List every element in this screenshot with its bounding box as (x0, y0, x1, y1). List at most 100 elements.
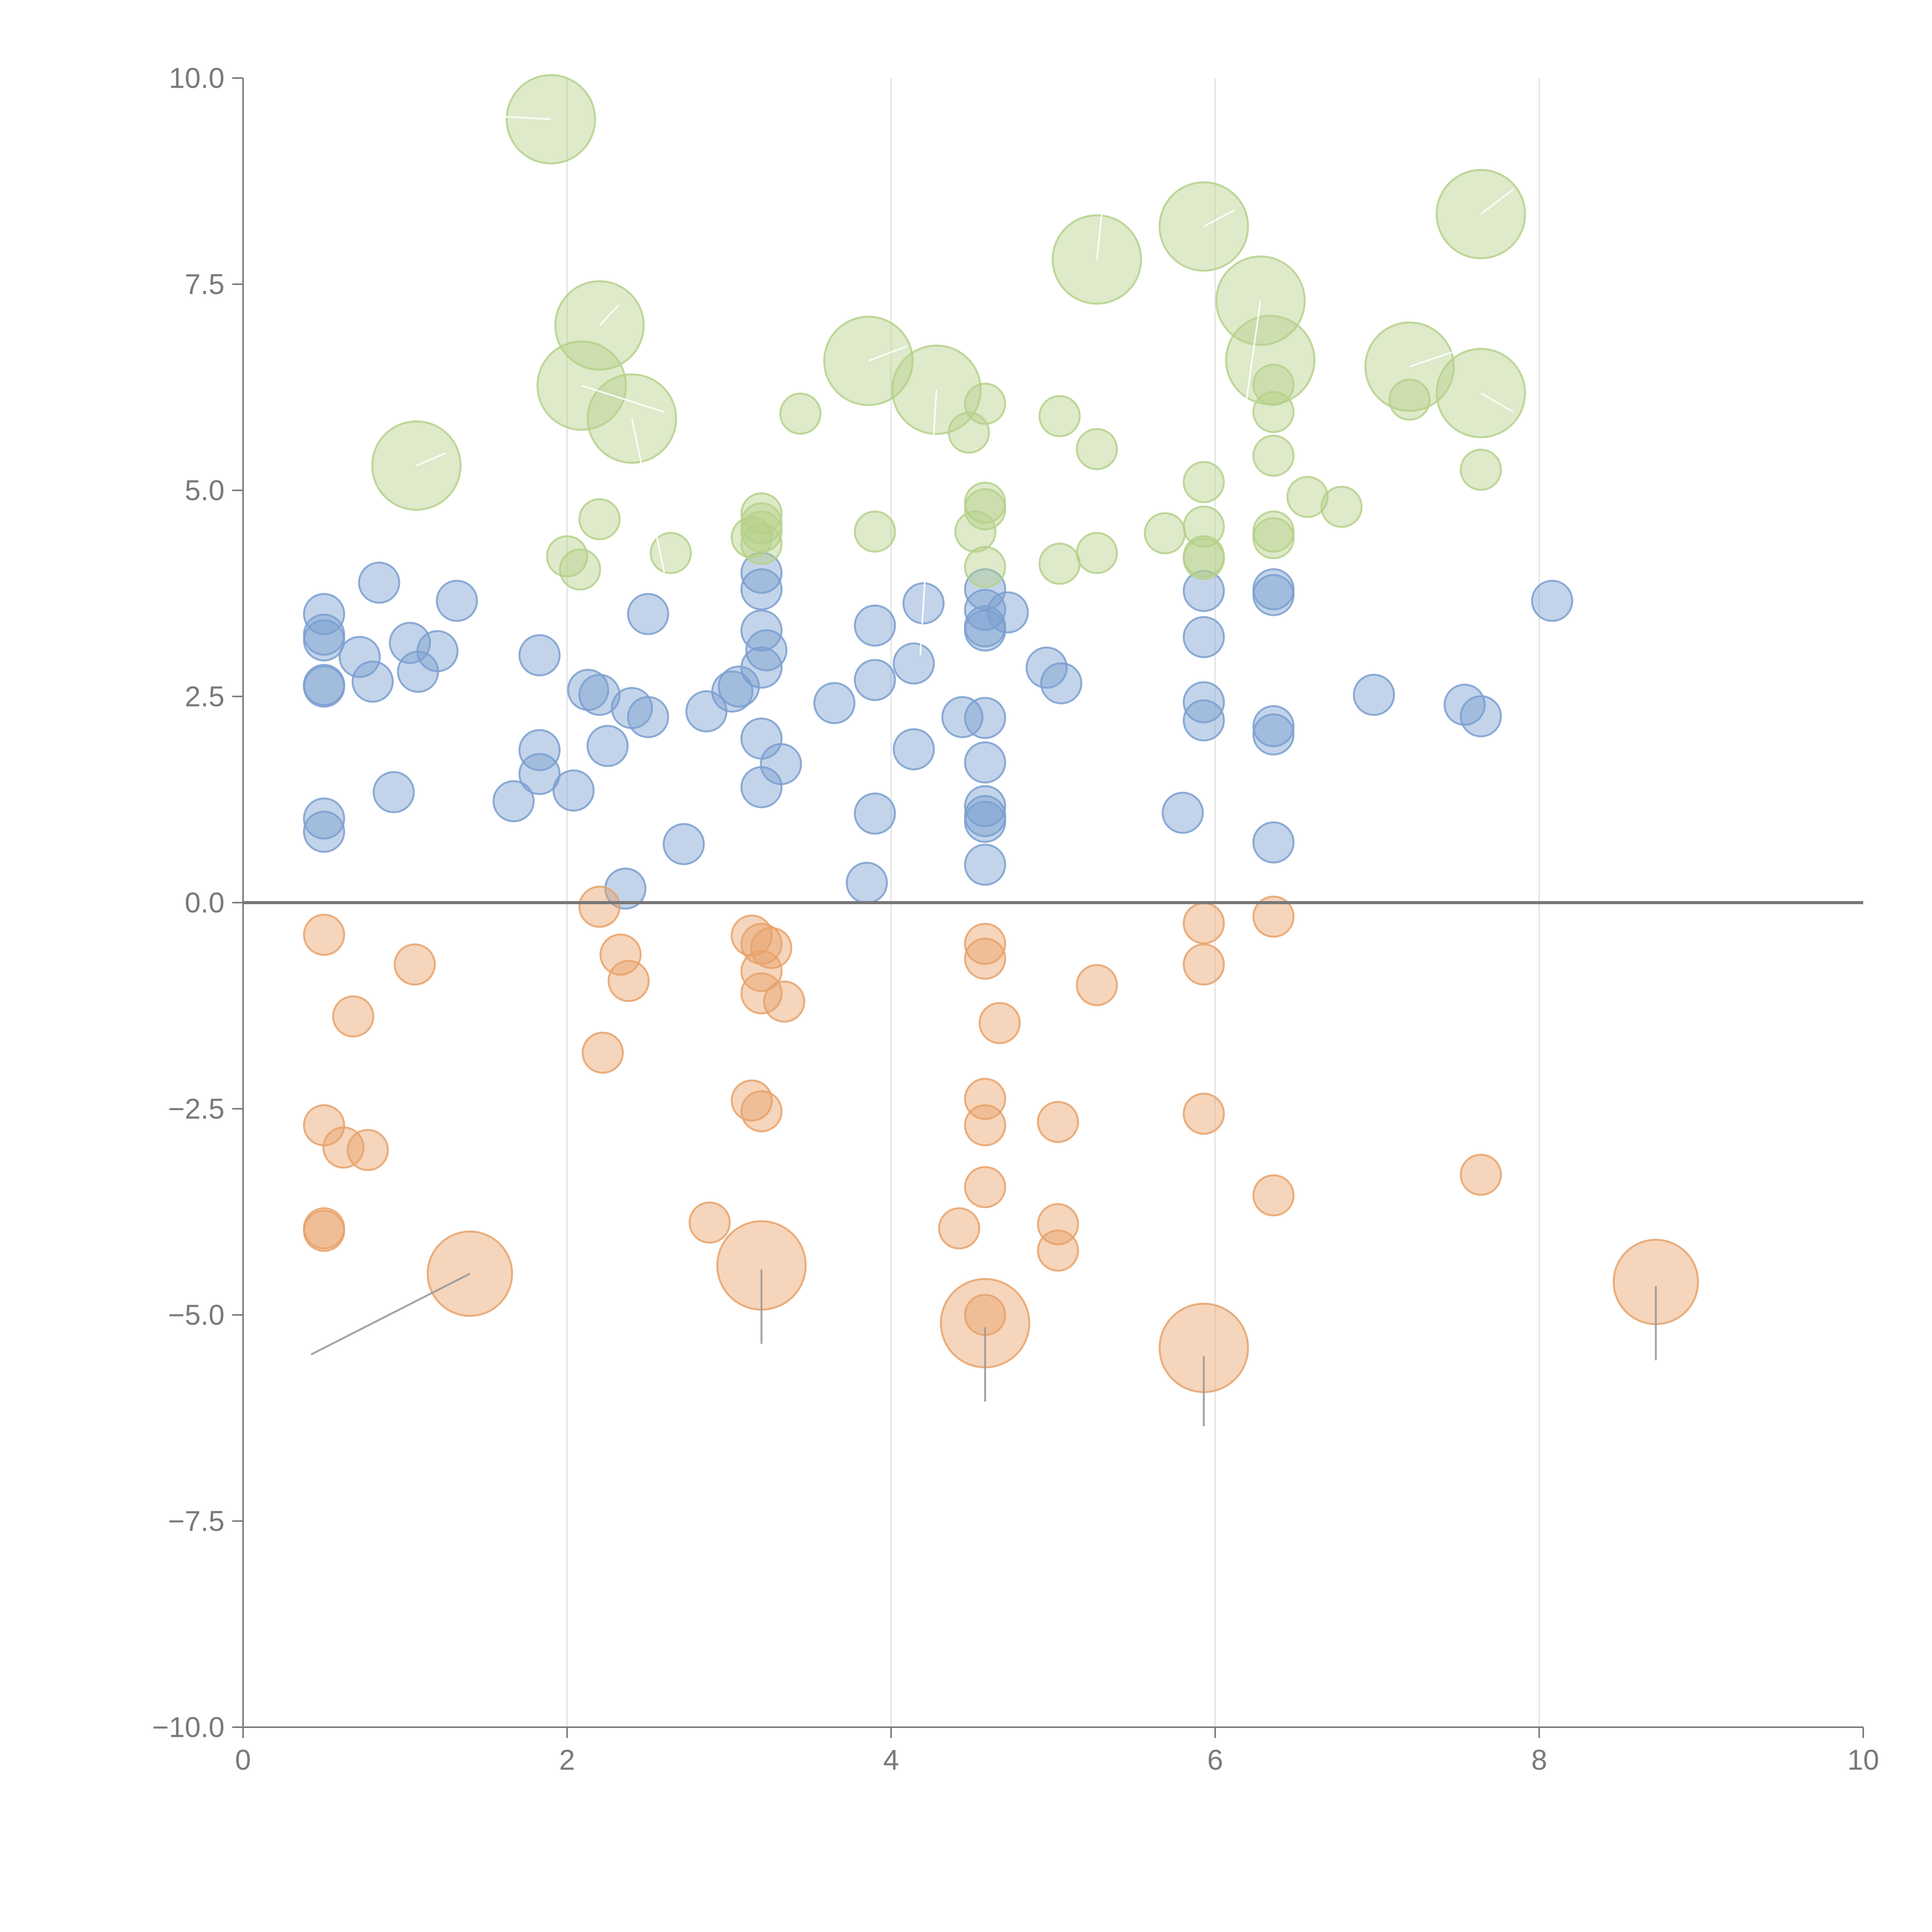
green-bubble (546, 535, 588, 578)
orange-bubble (332, 995, 374, 1037)
green-bubble (964, 488, 1006, 531)
blue-bubble (964, 801, 1006, 843)
leader-line-light (631, 418, 665, 573)
orange-bubble (322, 1126, 365, 1169)
blue-bubble (338, 636, 381, 678)
orange-bubble (763, 980, 805, 1023)
green-bubble (1286, 476, 1329, 518)
orange-bubble (607, 960, 650, 1002)
green-bubble (1182, 461, 1225, 503)
orange-bubble (964, 923, 1006, 965)
y-tick-label: 5.0 (185, 474, 224, 507)
blue-bubble (740, 551, 783, 594)
blue-bubble (964, 785, 1006, 827)
green-bubble (1388, 378, 1431, 421)
blue-bubble (1531, 580, 1573, 622)
blue-bubble (1040, 662, 1082, 704)
blue-bubble (1182, 570, 1225, 612)
blue-bubble (351, 660, 394, 703)
x-tick-label: 8 (1531, 1744, 1547, 1776)
green-bubble (954, 510, 997, 553)
green-bubble (1252, 434, 1295, 477)
orange-bubble (1076, 964, 1118, 1006)
blue-bubble (854, 604, 896, 647)
green-bubble (1182, 505, 1225, 548)
green-bubble (964, 383, 1006, 425)
green-bubble (559, 548, 601, 591)
orange-bubble (1182, 1092, 1225, 1135)
blue-bubble (893, 728, 935, 770)
blue-bubble (303, 797, 345, 840)
orange-bubble (303, 1209, 345, 1252)
blue-bubble (1182, 699, 1225, 742)
orange-bubble (582, 1031, 624, 1074)
leader-line-light (1238, 300, 1262, 449)
bubbles (303, 74, 1699, 1393)
blue-bubble (492, 780, 535, 823)
y-tick-label: −5.0 (168, 1299, 224, 1331)
x-tick-label: 0 (235, 1744, 251, 1776)
x-tick-label: 10 (1847, 1744, 1879, 1776)
orange-bubble (1182, 943, 1225, 986)
blue-bubble (854, 659, 896, 701)
blue-bubble (518, 753, 561, 795)
blue-bubble (303, 665, 345, 708)
leader-line-light (1096, 214, 1103, 260)
orange-bubble (393, 943, 436, 986)
x-tick-label: 6 (1207, 1744, 1223, 1776)
green-bubble (578, 498, 621, 541)
x-tick-label: 2 (559, 1744, 575, 1776)
blue-bubble (1182, 616, 1225, 658)
blue-bubble (986, 591, 1029, 634)
blue-bubble (416, 630, 459, 672)
blue-bubble (941, 696, 984, 738)
leader-line-light (1480, 189, 1514, 215)
orange-bubble (964, 937, 1006, 980)
orange-bubble (938, 1207, 980, 1250)
orange-bubble (1252, 1174, 1295, 1217)
orange-bubble (578, 886, 621, 928)
blue-bubble (389, 622, 431, 664)
leader-line-light (919, 389, 937, 655)
blue-bubble (964, 697, 1006, 739)
orange-bubble (964, 1166, 1006, 1208)
green-bubble (740, 523, 783, 565)
green-bubble (1038, 395, 1081, 437)
blue-bubble (604, 867, 647, 910)
leader-line (310, 1273, 471, 1355)
blue-bubble (740, 646, 783, 689)
green-bubble (650, 532, 692, 574)
green-bubble (740, 510, 783, 553)
blue-bubble (662, 823, 705, 865)
green-bubble (1144, 512, 1186, 554)
leader-line-light (478, 114, 551, 120)
blue-bubble (893, 642, 935, 685)
x-tick-label: 4 (883, 1744, 899, 1776)
green-bubble (1252, 517, 1295, 560)
orange-bubble (1037, 1230, 1079, 1272)
blue-bubble (813, 682, 855, 724)
orange-bubble (740, 1090, 783, 1133)
green-bubble (1459, 449, 1502, 491)
green-bubble (1182, 537, 1225, 580)
y-tick-label: 7.5 (185, 268, 224, 300)
orange-bubble (1037, 1101, 1079, 1143)
blue-bubble (435, 580, 478, 622)
blue-bubble (1026, 646, 1068, 689)
orange-bubble (599, 933, 642, 976)
orange-bubble (740, 950, 783, 992)
orange-bubble (964, 1104, 1006, 1146)
orange-bubble (689, 1201, 731, 1244)
blue-bubble (964, 609, 1006, 652)
blue-bubble (845, 862, 888, 904)
y-tick-label: 0.0 (185, 887, 224, 919)
leader-line-light (1480, 392, 1514, 413)
leader-line-light (868, 345, 908, 362)
blue-bubble (518, 634, 561, 677)
leader-line-light (1203, 209, 1235, 227)
orange-bubble (978, 1002, 1021, 1044)
leader-line-light (599, 304, 620, 326)
blue-bubble (711, 670, 753, 713)
green-bubble (1076, 428, 1118, 470)
